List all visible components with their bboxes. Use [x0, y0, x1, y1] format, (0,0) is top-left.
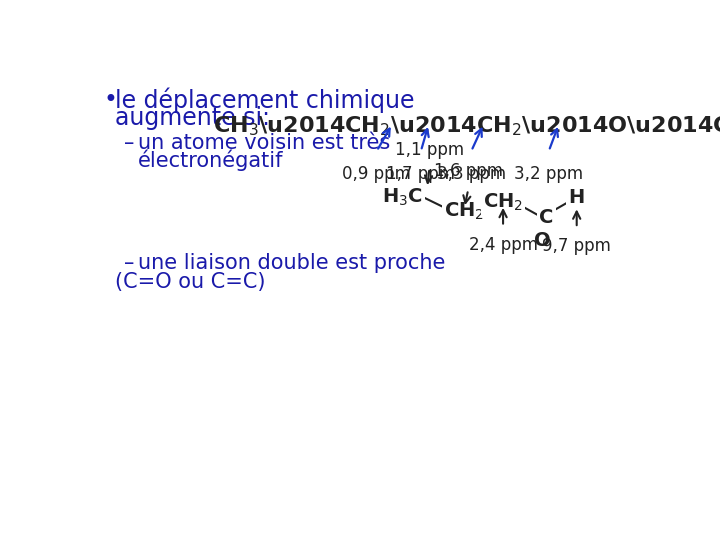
Text: H$_3$C: H$_3$C: [382, 187, 423, 208]
Text: H: H: [569, 188, 585, 207]
Text: (C=O ou C=C): (C=O ou C=C): [114, 272, 265, 292]
Text: 1,7 ppm: 1,7 ppm: [387, 165, 456, 183]
Text: une liaison double est proche: une liaison double est proche: [138, 253, 446, 273]
Text: CH$_2$: CH$_2$: [483, 191, 523, 213]
Text: électronégatif: électronégatif: [138, 150, 284, 171]
Text: 1,6 ppm: 1,6 ppm: [433, 163, 503, 180]
Text: CH$_3$\u2014CH$_2$\u2014CH$_2$\u2014O\u2014CH$_3$: CH$_3$\u2014CH$_2$\u2014CH$_2$\u2014O\u2…: [212, 115, 720, 138]
Text: •: •: [104, 88, 118, 112]
Text: 1,1 ppm: 1,1 ppm: [395, 141, 464, 159]
Text: 9,7 ppm: 9,7 ppm: [542, 237, 611, 255]
Text: 0,9 ppm: 0,9 ppm: [342, 165, 411, 183]
Text: un atome voisin est très: un atome voisin est très: [138, 132, 390, 153]
Text: 3,3 ppm: 3,3 ppm: [437, 165, 506, 183]
Text: C: C: [539, 208, 554, 227]
Text: CH$_2$: CH$_2$: [444, 200, 485, 222]
Text: augmente si:: augmente si:: [114, 106, 270, 130]
Text: 3,2 ppm: 3,2 ppm: [514, 165, 583, 183]
Text: –: –: [124, 253, 135, 273]
Text: –: –: [124, 132, 135, 153]
Text: le déplacement chimique: le déplacement chimique: [114, 88, 414, 113]
Text: O: O: [534, 231, 550, 250]
Text: 2,4 ppm: 2,4 ppm: [469, 236, 538, 254]
